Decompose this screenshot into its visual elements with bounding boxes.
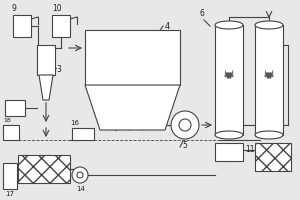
- Bar: [3, 163, 17, 189]
- Polygon shape: [85, 85, 180, 130]
- Text: 5: 5: [182, 141, 187, 150]
- Bar: [255, 25, 283, 135]
- Bar: [215, 25, 243, 135]
- Bar: [18, 155, 70, 183]
- Bar: [5, 100, 25, 116]
- Ellipse shape: [215, 21, 243, 29]
- Circle shape: [171, 111, 199, 139]
- Circle shape: [179, 119, 191, 131]
- Bar: [37, 45, 55, 75]
- Bar: [255, 143, 291, 171]
- Text: 14: 14: [76, 186, 85, 192]
- Ellipse shape: [255, 131, 283, 139]
- Bar: [215, 143, 243, 161]
- Text: 16: 16: [70, 120, 79, 126]
- Text: 18: 18: [3, 118, 11, 123]
- Bar: [85, 30, 180, 85]
- Ellipse shape: [215, 131, 243, 139]
- Text: 9: 9: [12, 4, 17, 13]
- Text: 17: 17: [5, 191, 14, 197]
- Circle shape: [77, 172, 83, 178]
- Bar: [72, 128, 94, 140]
- Text: 4: 4: [165, 22, 170, 31]
- Ellipse shape: [255, 21, 283, 29]
- Bar: [13, 15, 31, 37]
- Bar: [3, 125, 19, 140]
- Circle shape: [72, 167, 88, 183]
- Text: 6: 6: [200, 9, 205, 18]
- Text: 10: 10: [52, 4, 62, 13]
- Text: 3: 3: [56, 65, 61, 74]
- Text: 11: 11: [245, 145, 254, 154]
- Polygon shape: [39, 75, 53, 100]
- Bar: [52, 15, 70, 37]
